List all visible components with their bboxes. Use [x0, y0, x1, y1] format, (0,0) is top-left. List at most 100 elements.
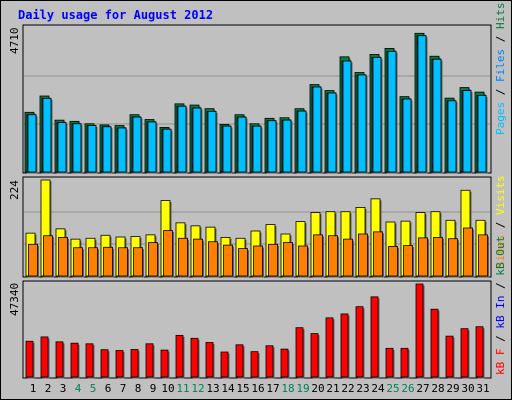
pages-bar [117, 127, 127, 173]
pages-bar [132, 116, 142, 173]
day-label: 18 [281, 382, 294, 395]
day-label: 8 [135, 382, 142, 395]
kbytes-bar [475, 326, 484, 378]
day-label: 13 [206, 382, 219, 395]
sites-bar [28, 243, 38, 277]
sites-bar [58, 237, 68, 277]
x-axis-labels: 1 2 3 4 5 6 7 8 9 10 11 12 13 14 15 16 17 18 19 20 21 22 23 24 2… [30, 382, 490, 395]
sites-bar [253, 245, 263, 277]
kbytes-bar [355, 306, 364, 378]
sites-bar [133, 247, 143, 277]
sites-bar [463, 227, 473, 277]
pages-bar [417, 35, 427, 173]
pages-bar [282, 119, 292, 173]
day-label: 10 [161, 382, 174, 395]
kbytes-bar [385, 347, 394, 378]
day-label: 20 [311, 382, 324, 395]
kbytes-bar [130, 349, 139, 378]
sites-bar [373, 231, 383, 277]
kbytes-bar [265, 345, 274, 378]
kbytes-bar [190, 337, 199, 378]
sites-bar [448, 238, 458, 277]
kbytes-bar [175, 334, 184, 378]
sites-bar [343, 238, 353, 277]
sites-bar [43, 235, 53, 277]
pages-bar [207, 111, 217, 173]
day-label: 27 [416, 382, 429, 395]
pages-bar [27, 114, 37, 173]
pages-bar [387, 51, 397, 173]
sites-bar [328, 235, 338, 277]
day-label: 28 [431, 382, 444, 395]
day-label: 2 [45, 382, 52, 395]
sites-bar [268, 243, 278, 277]
day-label: 14 [221, 382, 235, 395]
kbytes-bar [40, 336, 49, 378]
pages-bar [357, 74, 367, 173]
sites-bar [178, 237, 188, 277]
day-label: 25 [386, 382, 399, 395]
day-label: 26 [401, 382, 414, 395]
sites-bar [223, 244, 233, 277]
kbytes-bar [460, 328, 469, 378]
pages-bar [372, 57, 382, 173]
pages-bar [477, 95, 487, 173]
kbytes-bar [145, 343, 154, 378]
sites-bar [88, 247, 98, 277]
visits-max-label: 224 [8, 180, 21, 200]
hits-max-label: 4710 [8, 28, 21, 55]
kbytes-bar [310, 333, 319, 378]
sites-bar [208, 241, 218, 277]
day-label: 9 [150, 382, 157, 395]
day-label: 16 [251, 382, 264, 395]
pages-bar [87, 125, 97, 173]
day-label: 29 [446, 382, 459, 395]
day-label: 31 [476, 382, 489, 395]
day-label: 17 [266, 382, 279, 395]
kbytes-bar [415, 283, 424, 378]
side-legend-hits-files-pages: Pages / Files / Hits [494, 3, 507, 136]
pages-bar [57, 122, 67, 173]
sites-bar [238, 248, 248, 277]
sites-bar [163, 230, 173, 277]
day-label: 15 [236, 382, 249, 395]
pages-bar [192, 107, 202, 173]
sites-bar [193, 238, 203, 277]
sites-bar [148, 242, 158, 277]
chart-title: Daily usage for August 2012 [18, 8, 213, 22]
day-label: 5 [90, 382, 97, 395]
pages-bar [432, 58, 442, 173]
kbytes-max-label: 47340 [8, 283, 21, 316]
sites-bar [313, 234, 323, 277]
pages-bar [42, 98, 52, 173]
sites-bar [298, 245, 308, 277]
day-label: 12 [191, 382, 204, 395]
day-label: 22 [341, 382, 354, 395]
pages-bar [252, 125, 262, 173]
kbytes-bar [295, 327, 304, 378]
pages-bar [102, 126, 112, 173]
day-label: 6 [105, 382, 112, 395]
day-label: 24 [371, 382, 385, 395]
pages-bar [237, 116, 247, 173]
kbytes-bar [250, 351, 259, 378]
pages-bar [402, 98, 412, 173]
pages-bar [72, 123, 82, 173]
day-label: 23 [356, 382, 369, 395]
day-label: 30 [461, 382, 474, 395]
pages-bar [297, 110, 307, 173]
pages-bar [462, 90, 472, 173]
day-label: 7 [120, 382, 127, 395]
pages-bar [342, 60, 352, 173]
bars-layer [24, 32, 490, 379]
pages-bar [222, 125, 232, 173]
day-label: 4 [75, 382, 82, 395]
kbytes-bar [430, 308, 439, 378]
kbytes-bar [370, 296, 379, 378]
day-label: 19 [296, 382, 309, 395]
day-label: 21 [326, 382, 339, 395]
sites-bar [433, 237, 443, 277]
side-legend-kbytes: kB F / kB In / kB Out [494, 236, 507, 375]
